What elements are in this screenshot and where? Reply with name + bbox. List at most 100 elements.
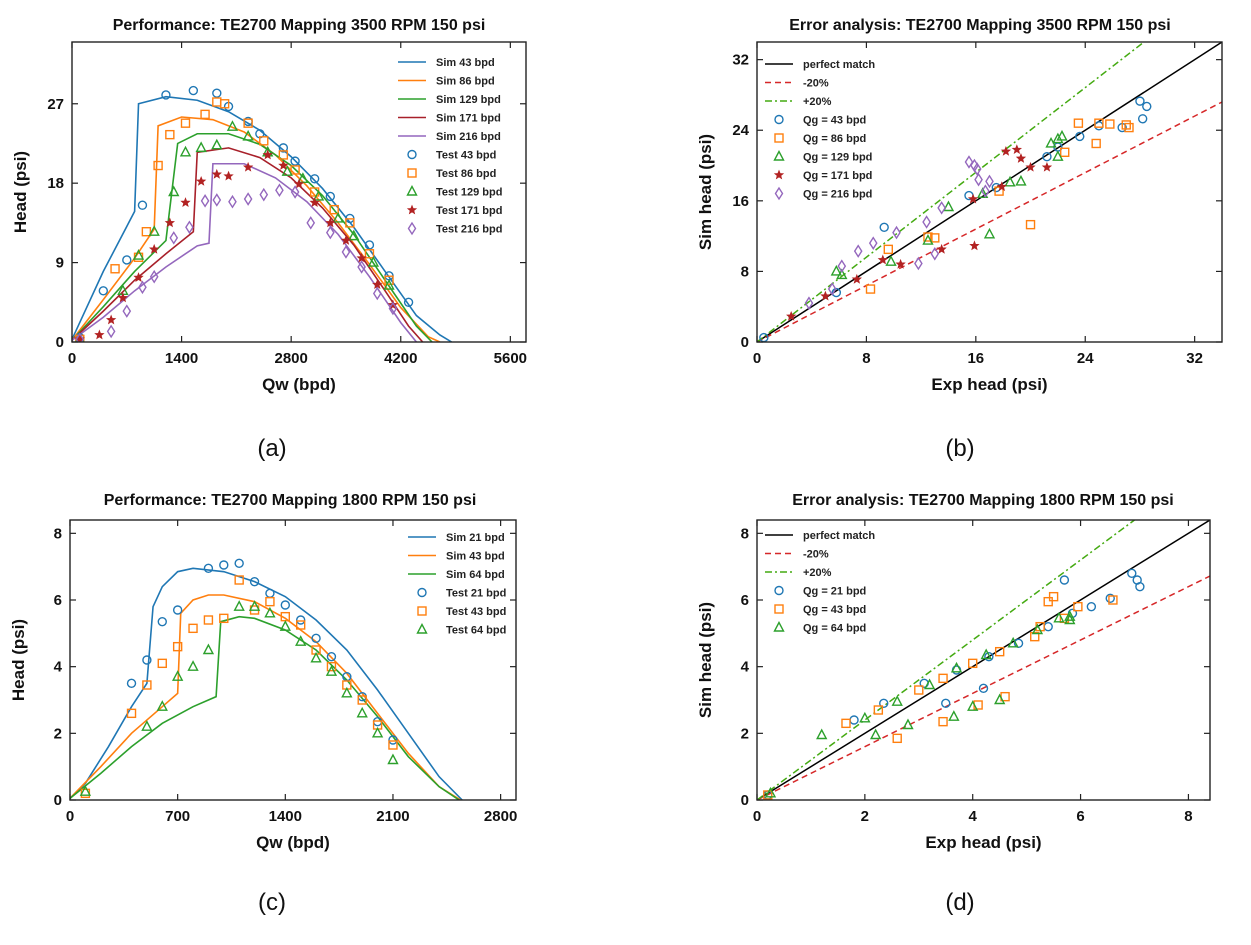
legend-swatch xyxy=(774,133,784,143)
legend-label: Qg = 171 bpd xyxy=(803,170,872,182)
x-axis-label: Qw (bpd) xyxy=(262,375,336,394)
x-tick-label: 0 xyxy=(753,808,761,825)
plot-area xyxy=(72,85,453,342)
data-point xyxy=(1000,145,1012,156)
legend-item-test-216-bpd: Test 216 bpd xyxy=(407,221,502,236)
x-tick-label: 2100 xyxy=(376,808,409,825)
y-tick-label: 8 xyxy=(54,525,62,542)
data-point xyxy=(148,225,160,236)
data-point xyxy=(228,194,237,209)
data-point xyxy=(372,286,382,301)
data-point xyxy=(137,200,148,210)
legend-item-20: +20% xyxy=(765,96,832,108)
data-point xyxy=(168,185,180,197)
data-point xyxy=(306,216,316,230)
data-point xyxy=(895,258,906,269)
data-point xyxy=(923,232,933,242)
data-point xyxy=(259,187,269,202)
legend: Sim 43 bpd Sim 86 bpd Sim 129 bpd Sim 171 b… xyxy=(398,57,502,236)
data-point xyxy=(357,260,366,274)
legend-item-test-21-bpd: Test 21 bpd xyxy=(417,588,506,600)
data-point xyxy=(841,718,851,729)
chart-title: Performance: TE2700 Mapping 3500 RPM 150… xyxy=(113,17,486,34)
legend-item-sim-86-bpd: Sim 86 bpd xyxy=(398,76,495,88)
data-point xyxy=(1073,601,1083,612)
data-point xyxy=(1127,568,1137,579)
data-point xyxy=(1011,144,1023,155)
data-point xyxy=(132,249,145,260)
legend-item-20: -20% xyxy=(765,549,829,561)
legend-label: Sim 43 bpd xyxy=(436,57,495,69)
data-point xyxy=(1060,147,1070,157)
series-test-129-bpd xyxy=(74,120,395,342)
legend-label: Test 64 bpd xyxy=(446,625,506,637)
legend-item-sim-21-bpd: Sim 21 bpd xyxy=(408,532,505,544)
data-point xyxy=(1142,101,1152,112)
legend-label: Qg = 129 bpd xyxy=(803,152,872,164)
data-point xyxy=(156,700,168,711)
data-point xyxy=(265,588,275,599)
data-point xyxy=(1137,114,1148,124)
data-point xyxy=(1135,581,1145,592)
x-tick-label: 700 xyxy=(165,808,190,825)
data-point xyxy=(233,600,245,611)
data-point xyxy=(169,231,179,245)
x-axis-label: Qw (bpd) xyxy=(256,833,330,852)
panel-a: Performance: TE2700 Mapping 3500 RPM 150… xyxy=(11,17,527,462)
data-point xyxy=(372,279,383,290)
data-point xyxy=(295,620,306,630)
data-point xyxy=(278,160,289,170)
data-point xyxy=(310,651,322,663)
data-point xyxy=(388,740,398,750)
data-point xyxy=(187,660,199,671)
panel-caption: (a) xyxy=(257,435,286,462)
data-point xyxy=(280,600,291,610)
data-point xyxy=(865,284,876,294)
legend-label: Sim 216 bpd xyxy=(436,131,501,143)
data-point xyxy=(172,641,183,652)
data-point xyxy=(1086,601,1097,612)
series-perfect-match-line xyxy=(757,520,1210,800)
legend-item-qg-171-bpd: Qg = 171 bpd xyxy=(773,169,872,182)
data-point xyxy=(153,160,163,171)
data-point xyxy=(212,97,222,107)
data-point xyxy=(212,193,222,207)
data-point xyxy=(950,661,963,673)
data-point xyxy=(290,156,300,166)
data-point xyxy=(820,290,831,301)
data-point xyxy=(892,733,902,744)
y-tick-label: 4 xyxy=(741,659,750,676)
legend-item-test-64-bpd: Test 64 bpd xyxy=(416,623,506,637)
x-tick-label: 24 xyxy=(1077,350,1094,367)
x-tick-label: 0 xyxy=(68,350,76,367)
data-point xyxy=(383,279,395,290)
legend-label: Test 171 bpd xyxy=(436,205,502,217)
y-tick-label: 16 xyxy=(732,193,749,210)
data-point xyxy=(356,706,368,718)
legend-item-sim-64-bpd: Sim 64 bpd xyxy=(408,569,505,581)
data-point xyxy=(1059,575,1070,585)
data-point xyxy=(200,109,210,120)
series-20-line xyxy=(757,575,1210,800)
data-point xyxy=(259,136,269,146)
data-point xyxy=(188,623,198,634)
x-tick-label: 16 xyxy=(967,350,984,367)
legend-item-sim-43-bpd: Sim 43 bpd xyxy=(408,551,505,563)
data-point xyxy=(938,673,948,684)
data-point xyxy=(249,576,260,587)
y-tick-label: 9 xyxy=(56,255,64,272)
data-point xyxy=(243,118,253,128)
series-sim-64-bpd-line xyxy=(70,615,460,800)
series-qg-129-bpd xyxy=(830,129,1068,280)
plot-area xyxy=(757,42,1222,342)
data-point xyxy=(388,301,398,316)
data-point xyxy=(243,192,253,206)
panel-c: Performance: TE2700 Mapping 1800 RPM 150… xyxy=(9,492,517,916)
legend-label: Sim 21 bpd xyxy=(446,532,505,544)
data-point xyxy=(79,785,92,796)
data-point xyxy=(827,282,837,296)
data-point xyxy=(180,197,191,207)
data-point xyxy=(161,90,171,100)
data-point xyxy=(384,275,394,285)
data-point xyxy=(1075,131,1085,142)
